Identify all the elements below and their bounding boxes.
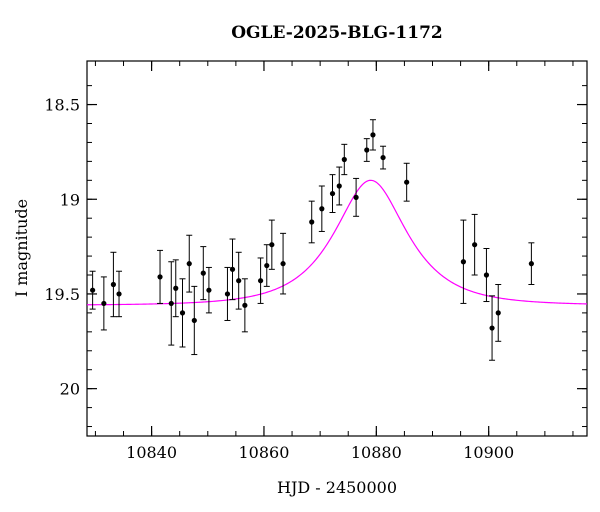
chart-title: OGLE-2025-BLG-1172 [231, 23, 443, 43]
point-marker [341, 156, 347, 163]
point-marker [191, 317, 197, 324]
point-marker [472, 242, 478, 248]
data-point [200, 246, 207, 301]
x-tick-labels: 10840 10860 10880 10900 [126, 443, 514, 462]
point-marker [173, 285, 179, 291]
y-tick-labels: 18.5 19 19.5 20 [44, 96, 80, 399]
data-point [318, 185, 325, 232]
y-tick-label: 20 [60, 380, 80, 399]
data-point [168, 261, 175, 346]
data-point [263, 244, 270, 287]
minor-ticks [87, 61, 587, 436]
point-marker [186, 261, 192, 267]
data-point [341, 143, 348, 176]
point-marker [224, 291, 231, 297]
point-marker [370, 132, 376, 138]
point-marker [206, 287, 212, 293]
data-point [110, 251, 117, 318]
point-marker [495, 310, 501, 316]
point-marker [110, 281, 117, 288]
data-point [179, 278, 186, 348]
data-point [172, 259, 179, 318]
point-marker [157, 274, 163, 280]
point-marker [329, 190, 336, 197]
x-tick-label: 10900 [463, 443, 514, 462]
data-point [329, 174, 336, 214]
data-point [353, 177, 360, 217]
point-marker [90, 287, 96, 293]
y-tick-label: 18.5 [44, 96, 80, 115]
data-point [191, 285, 198, 356]
data-point [471, 213, 478, 276]
data-point [157, 249, 164, 304]
point-marker [528, 261, 534, 267]
data-point [235, 251, 242, 310]
data-point [100, 276, 107, 331]
data-point [363, 138, 370, 162]
data-point [224, 266, 231, 321]
data-point [308, 200, 315, 244]
point-marker [116, 291, 122, 297]
x-tick-label: 10840 [126, 443, 177, 462]
point-marker [179, 310, 186, 316]
data-point [369, 119, 376, 151]
y-tick-label: 19 [60, 190, 80, 209]
data-point [186, 234, 193, 293]
point-marker [404, 179, 410, 185]
data-point [403, 162, 410, 202]
y-tick-label: 19.5 [44, 285, 80, 304]
model-curve [86, 179, 588, 306]
data-points [89, 119, 535, 361]
point-marker [168, 300, 174, 307]
point-marker [229, 266, 236, 272]
data-point [268, 219, 275, 270]
point-marker [353, 194, 359, 200]
data-point [116, 270, 123, 318]
point-marker [236, 278, 242, 284]
major-ticks [87, 61, 587, 436]
point-marker [101, 300, 107, 307]
x-tick-label: 10860 [239, 443, 290, 462]
point-marker [200, 270, 206, 276]
data-point [241, 278, 248, 333]
data-point [89, 270, 96, 310]
y-axis-label: I magnitude [12, 199, 31, 297]
x-tick-label: 10880 [351, 443, 402, 462]
data-point [380, 145, 387, 170]
point-marker [319, 206, 325, 212]
plot-frame [86, 60, 588, 437]
point-marker [380, 154, 386, 161]
point-marker [489, 325, 495, 331]
point-marker [336, 183, 342, 189]
point-marker [242, 302, 248, 308]
data-point [336, 166, 343, 206]
data-point [495, 283, 502, 342]
point-marker [460, 259, 467, 265]
data-point [489, 295, 496, 361]
point-marker [280, 261, 286, 267]
data-point [205, 266, 212, 314]
point-marker [269, 242, 275, 248]
point-marker [483, 272, 490, 278]
x-axis-label: HJD - 2450000 [277, 478, 397, 497]
data-point [280, 232, 287, 295]
data-point [460, 219, 467, 304]
point-marker [264, 262, 270, 269]
data-point [229, 238, 236, 301]
data-point [528, 242, 535, 285]
data-point [257, 257, 264, 304]
point-marker [309, 219, 315, 225]
point-marker [257, 278, 264, 284]
point-marker [364, 147, 370, 153]
data-point [483, 248, 490, 303]
